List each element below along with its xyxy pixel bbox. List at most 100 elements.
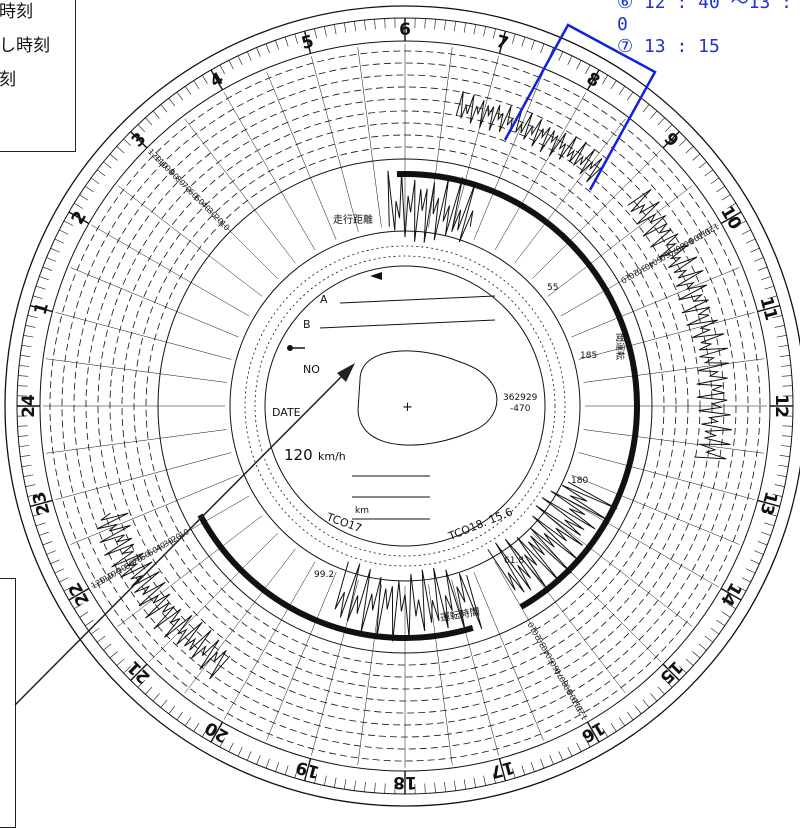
pointer-line	[15, 368, 350, 705]
minute-tick	[568, 747, 572, 756]
minute-tick	[627, 712, 633, 720]
minute-tick	[717, 186, 725, 192]
minute-tick	[761, 532, 770, 535]
no-label: NO	[303, 363, 320, 376]
line-a-label: A	[320, 293, 328, 306]
minute-tick	[742, 230, 751, 235]
minute-tick	[161, 104, 167, 112]
radial-spoke	[91, 225, 249, 316]
minute-tick	[385, 783, 386, 793]
minute-tick	[764, 286, 774, 289]
minute-tick	[334, 24, 336, 34]
minute-tick	[658, 118, 665, 125]
minute-tick	[55, 239, 64, 243]
minute-tick	[80, 612, 88, 617]
minute-tick	[474, 778, 476, 788]
serial-sub-label: -470	[510, 404, 531, 414]
driving-arc-1	[397, 174, 637, 607]
minute-tick	[782, 426, 792, 427]
minute-tick	[781, 446, 791, 447]
minute-tick	[619, 86, 625, 94]
minute-tick	[229, 60, 234, 69]
minute-tick	[85, 620, 93, 626]
minute-tick	[445, 20, 446, 30]
hub-cam-shape	[358, 351, 497, 445]
radial-spoke	[532, 533, 661, 662]
minute-tick	[780, 355, 790, 356]
minute-tick	[722, 195, 730, 200]
minute-tick	[238, 56, 242, 65]
minute-tick	[603, 75, 608, 84]
minute-tick	[781, 365, 791, 366]
hour-label: 6	[399, 20, 411, 40]
minute-tick	[43, 541, 52, 545]
minute-tick	[275, 40, 278, 49]
minute-tick	[194, 81, 199, 89]
minute-tick	[18, 426, 28, 427]
minute-tick	[19, 365, 29, 366]
date-label: DATE	[272, 406, 301, 419]
minute-tick	[611, 81, 616, 89]
minute-tick	[285, 765, 288, 775]
minute-tick	[18, 376, 28, 377]
minute-tick	[777, 335, 787, 337]
minute-tick	[23, 335, 33, 337]
minute-tick	[722, 612, 730, 617]
radial-spoke	[185, 119, 296, 263]
minute-tick	[247, 52, 251, 61]
minute-tick	[28, 315, 38, 317]
minute-tick	[619, 718, 625, 726]
hour-label: 14	[716, 579, 745, 610]
minute-tick	[559, 751, 563, 760]
hour-label: 12	[771, 394, 791, 418]
minute-tick	[364, 20, 365, 30]
minute-tick	[25, 325, 35, 327]
minute-tick	[266, 759, 270, 768]
minute-tick	[169, 98, 175, 106]
minute-tick	[25, 485, 35, 487]
reading-4: 61.8	[504, 556, 524, 566]
distance-label: 走行距離	[333, 213, 373, 226]
minute-tick	[285, 37, 288, 47]
minute-tick	[699, 644, 707, 650]
minute-tick	[425, 783, 426, 793]
radial-spoke	[149, 533, 278, 662]
speed-unit-label: km/h	[318, 450, 346, 463]
minute-tick	[775, 325, 785, 327]
minute-tick	[750, 248, 759, 252]
minute-tick	[375, 783, 376, 793]
minute-tick	[295, 34, 298, 44]
minute-tick	[435, 19, 436, 29]
minute-tick	[643, 104, 649, 112]
minute-tick	[334, 778, 336, 788]
minute-tick	[780, 455, 790, 456]
minute-tick	[435, 783, 436, 793]
minute-tick	[91, 628, 99, 634]
minute-tick	[354, 781, 355, 791]
minute-tick	[194, 723, 199, 731]
minute-tick	[22, 345, 32, 347]
minute-tick	[692, 154, 700, 160]
minute-tick	[522, 37, 525, 47]
serial-label: 362929	[503, 393, 538, 403]
radial-spoke	[561, 496, 719, 587]
reading-5: 99.2	[314, 570, 334, 580]
minute-tick	[454, 781, 455, 791]
minute-tick	[454, 21, 455, 31]
minute-tick	[375, 19, 376, 29]
radial-spoke	[118, 186, 262, 297]
minute-tick	[344, 23, 346, 33]
minute-tick	[425, 19, 426, 29]
minute-tick	[161, 700, 167, 708]
hour-label: 18	[393, 772, 417, 792]
minute-tick	[577, 60, 582, 69]
minute-tick	[33, 296, 43, 299]
km-label: km	[355, 506, 369, 516]
minute-tick	[445, 782, 446, 792]
reading-3: 180	[571, 476, 588, 486]
minute-tick	[117, 659, 124, 666]
radial-spoke	[311, 580, 358, 756]
minute-tick	[314, 29, 316, 39]
minute-tick	[145, 687, 152, 694]
minute-tick	[153, 693, 159, 701]
